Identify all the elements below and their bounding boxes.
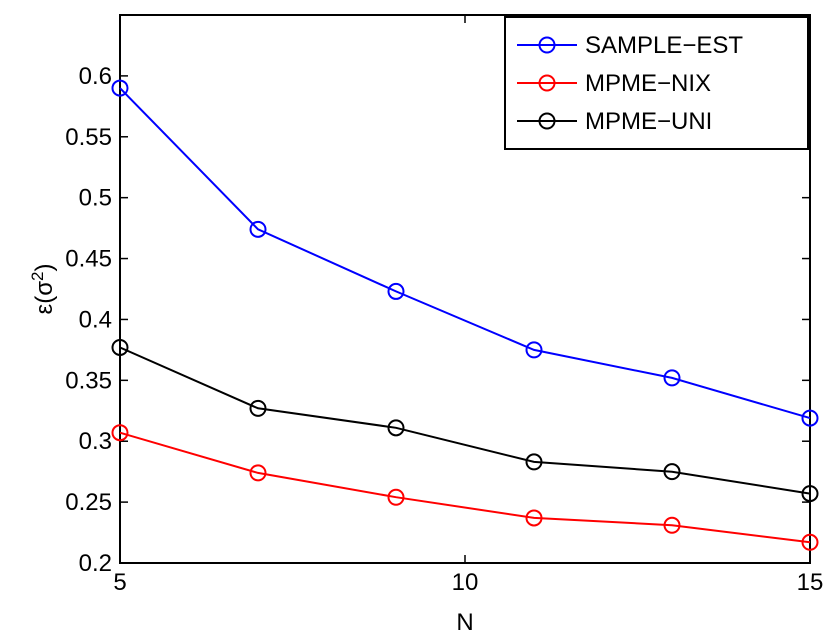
legend-label: SAMPLE−EST <box>585 32 743 59</box>
legend-swatch-marker <box>538 112 556 130</box>
data-point <box>249 220 267 238</box>
y-tick-label: 0.4 <box>79 306 112 333</box>
ticks-layer: 0.2 0.25 0.3 0.35 0.4 0.45 0.5 0.55 0.6 5 10 15 <box>65 15 823 596</box>
x-tick-label: 10 <box>452 569 479 596</box>
y-tick-label: 0.6 <box>79 63 112 90</box>
data-point <box>801 409 819 427</box>
y-tick-label: 0.45 <box>65 246 112 273</box>
data-point <box>111 338 129 356</box>
series-line <box>119 87 811 420</box>
y-axis-label-superscript: 2 <box>28 272 47 281</box>
y-tick-label: 0.2 <box>79 550 112 577</box>
series-0 <box>111 79 819 427</box>
legend: SAMPLE−EST MPME−NIX MPME−UNI <box>504 16 809 150</box>
y-tick-label: 0.25 <box>65 489 112 516</box>
data-point <box>801 533 819 551</box>
data-point <box>249 464 267 482</box>
data-point <box>525 341 543 359</box>
series-1 <box>111 424 819 551</box>
legend-label: MPME−NIX <box>585 70 711 97</box>
data-point <box>387 419 405 437</box>
x-axis-label: N <box>456 609 473 636</box>
y-axis-label: ε(σ2) <box>28 264 59 315</box>
legend-label: MPME−UNI <box>585 108 712 135</box>
data-point <box>387 282 405 300</box>
data-point <box>111 79 129 97</box>
series-line <box>119 346 811 495</box>
y-tick-label: 0.3 <box>79 428 112 455</box>
series-layer <box>111 79 819 551</box>
y-axis-label-close: ) <box>31 264 58 272</box>
legend-swatch-marker <box>538 36 556 54</box>
x-tick-label: 5 <box>113 569 126 596</box>
data-point <box>801 485 819 503</box>
y-tick-label: 0.55 <box>65 124 112 151</box>
data-point <box>525 509 543 527</box>
data-point <box>663 369 681 387</box>
series-line <box>119 431 811 544</box>
y-tick-label: 0.35 <box>65 367 112 394</box>
data-point <box>663 463 681 481</box>
data-point <box>663 516 681 534</box>
data-point <box>249 399 267 417</box>
y-tick-label: 0.5 <box>79 185 112 212</box>
y-axis-label-base: ε(σ <box>31 281 58 315</box>
series-2 <box>111 338 819 503</box>
x-tick-label: 15 <box>797 569 824 596</box>
data-point <box>111 424 129 442</box>
legend-swatch-marker <box>538 74 556 92</box>
data-point <box>387 488 405 506</box>
data-point <box>525 453 543 471</box>
